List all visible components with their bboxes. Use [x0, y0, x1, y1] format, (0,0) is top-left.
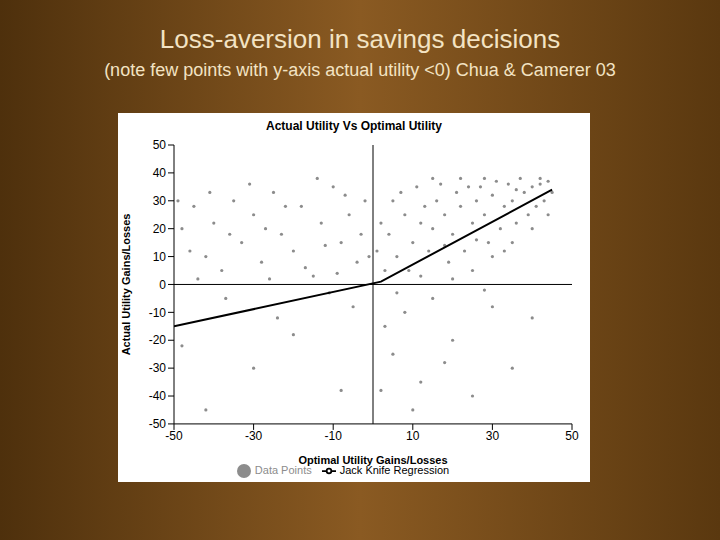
svg-text:30: 30 [153, 194, 167, 208]
svg-text:-20: -20 [149, 333, 167, 347]
svg-text:-50: -50 [149, 417, 167, 431]
svg-text:20: 20 [153, 222, 167, 236]
svg-text:50: 50 [153, 139, 167, 152]
svg-text:40: 40 [153, 166, 167, 180]
svg-text:Actual Utility Gains/Losses: Actual Utility Gains/Losses [120, 214, 132, 356]
html-text:Actual Utility Vs Optimal Util: Actual Utility Vs Optimal Utility [266, 119, 442, 133]
svg-text:50: 50 [565, 429, 579, 443]
svg-text:Optimal Utility Gains/Losses: Optimal Utility Gains/Losses [298, 454, 447, 466]
svg-text:30: 30 [486, 429, 500, 443]
svg-text:-40: -40 [149, 389, 167, 403]
svg-text:-10: -10 [149, 306, 167, 320]
svg-text:10: 10 [153, 250, 167, 264]
html-text:Jack Knife Regression: Jack Knife Regression [339, 463, 450, 476]
svg-text:-30: -30 [245, 429, 263, 443]
svg-text:0: 0 [159, 278, 166, 292]
svg-text:10: 10 [406, 429, 420, 443]
html-text:(note few points with y-axis a: (note few points with y-axis actual util… [104, 60, 616, 80]
svg-text:-30: -30 [149, 361, 167, 375]
html-text:Data Points: Data Points [254, 463, 312, 476]
svg-text:-50: -50 [165, 429, 183, 443]
svg-text:-10: -10 [325, 429, 343, 443]
html-text:Loss-aversion in savings decis: Loss-aversion in savings decisions [159, 24, 561, 54]
